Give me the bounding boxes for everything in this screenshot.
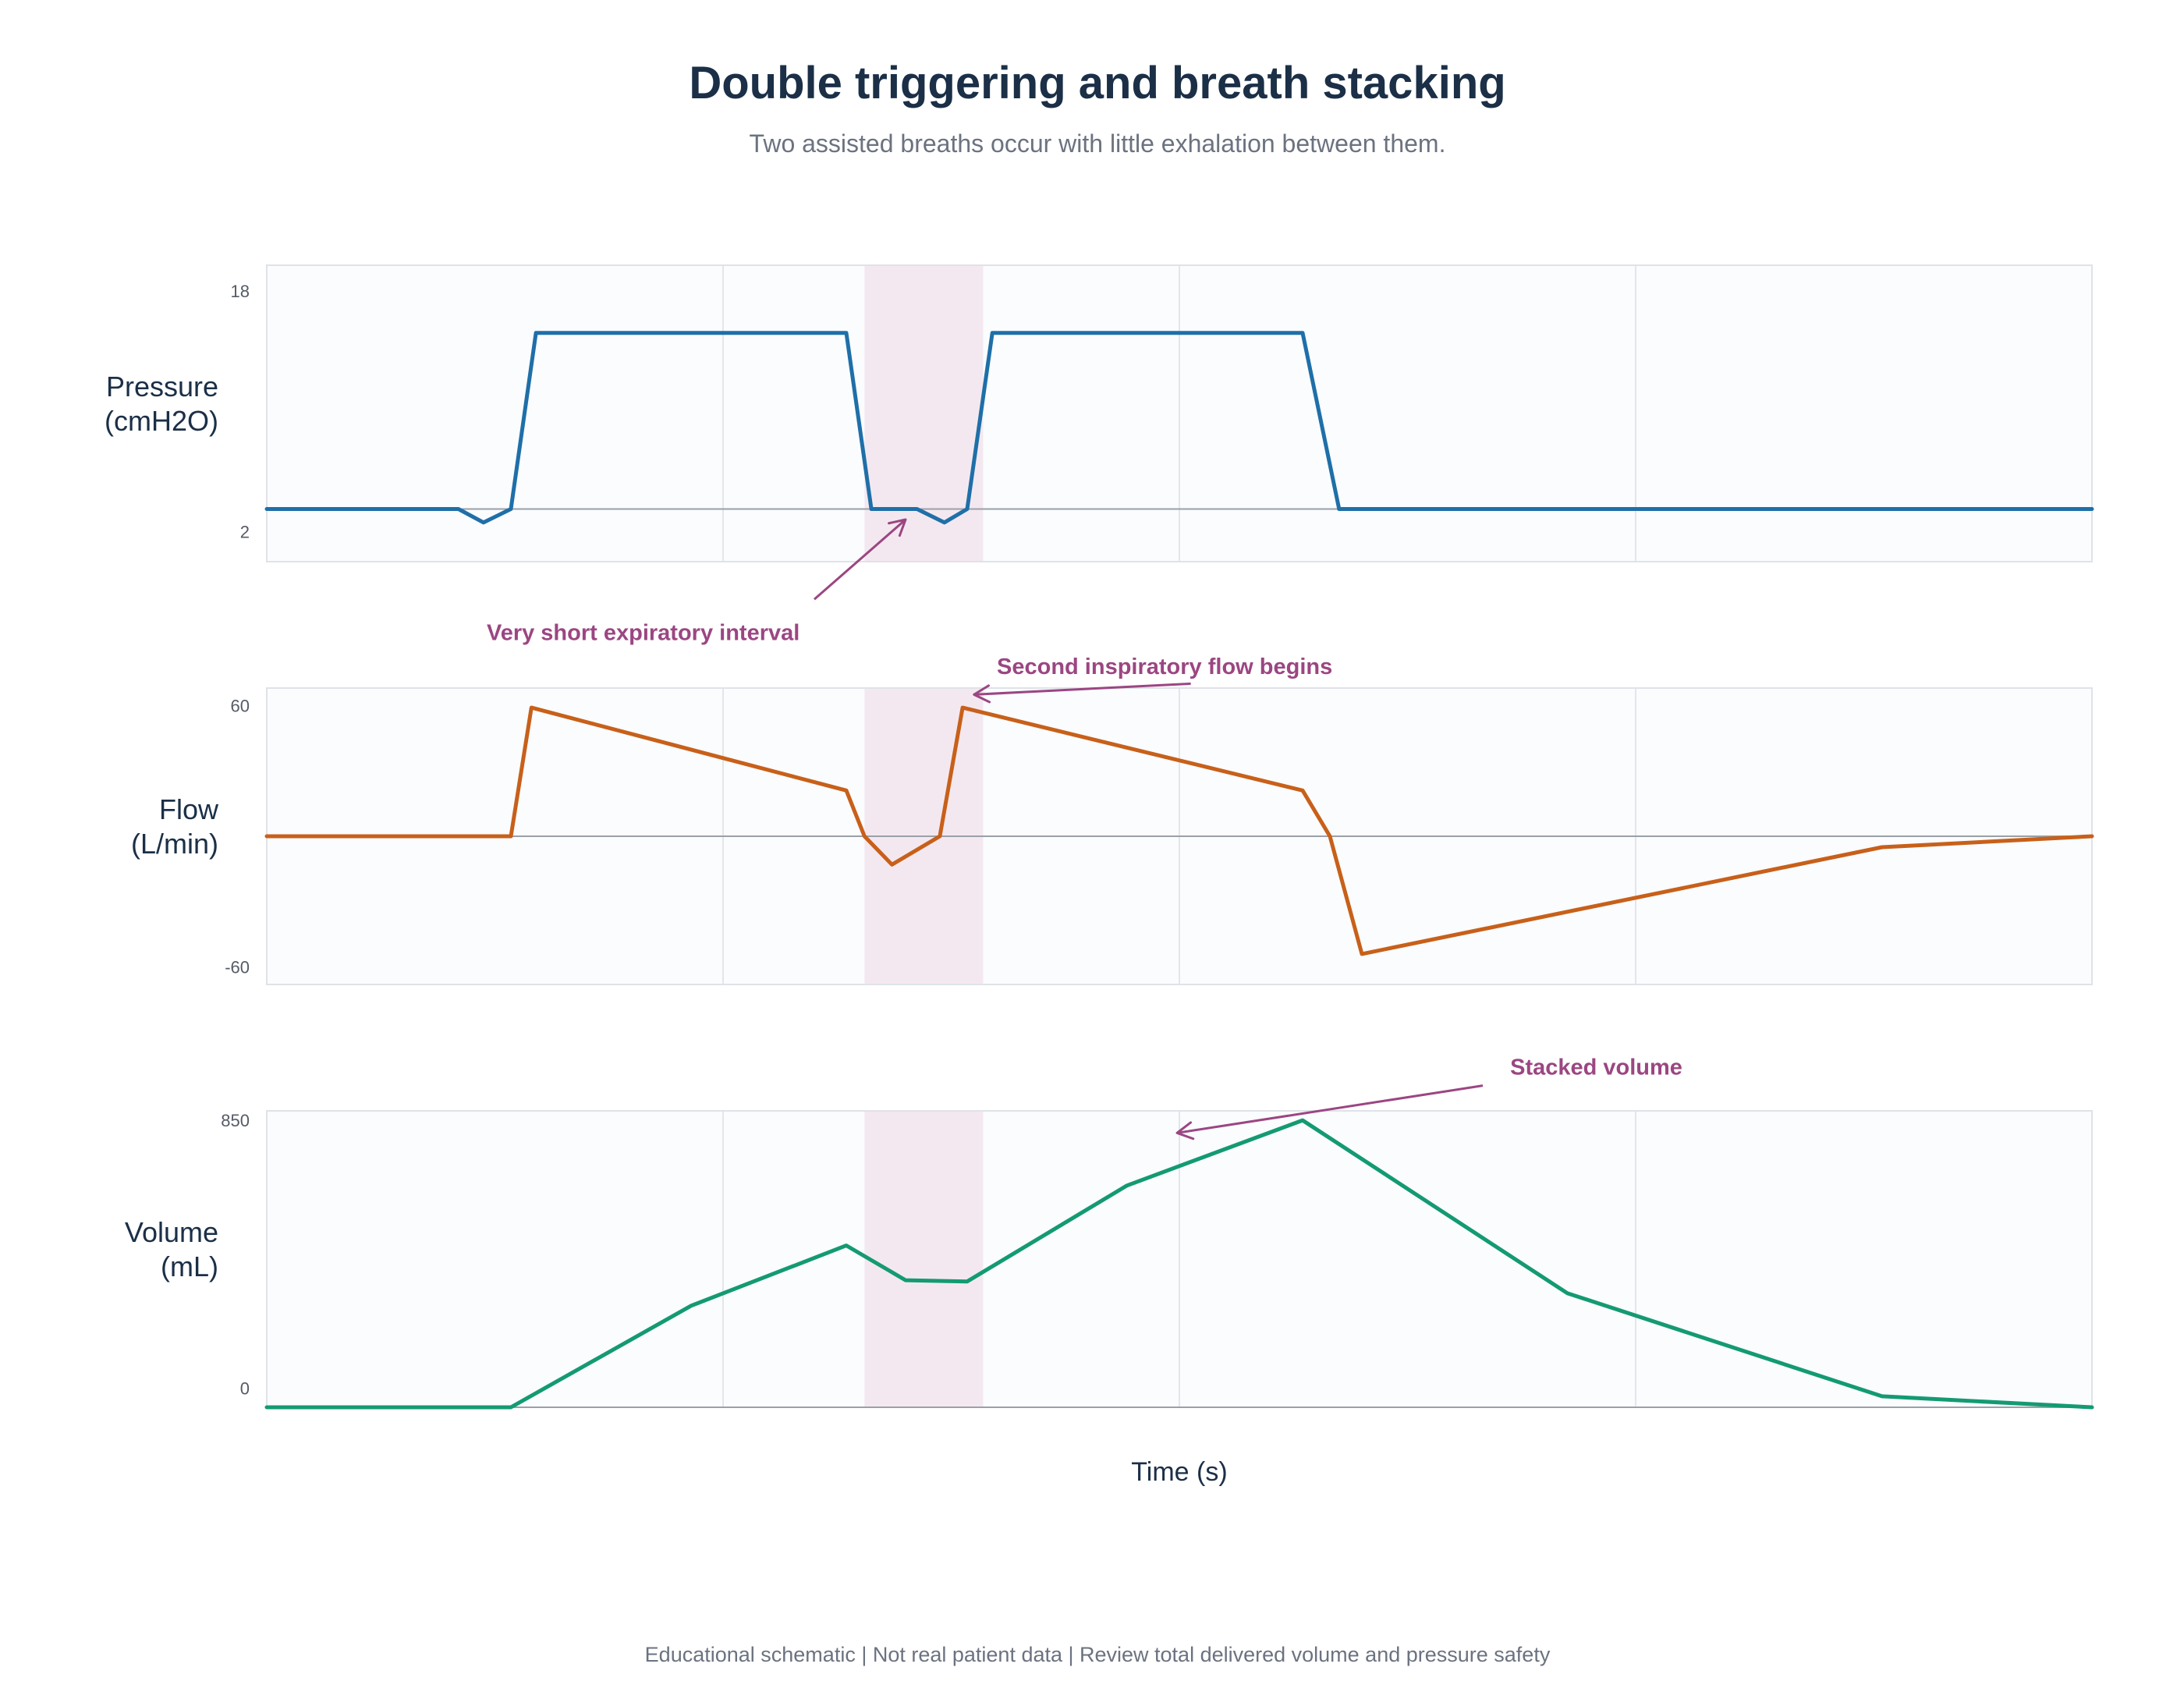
annotation-arrow — [973, 682, 1191, 696]
pressure-y-axis-label: Pressure (cmH2O) — [105, 371, 218, 437]
annotation-label: Very short expiratory interval — [487, 621, 800, 646]
volume-series-line — [264, 1118, 2094, 1410]
pressure-highlight-band — [864, 265, 984, 562]
chart-title: Double triggering and breath stacking — [689, 58, 1505, 108]
annotation-arrow — [814, 518, 906, 601]
annotation-label: Second inspiratory flow begins — [997, 654, 1332, 679]
annotation-label: Stacked volume — [1510, 1055, 1682, 1080]
flow-y-axis-label: Flow (L/min) — [131, 793, 219, 860]
annotation-2: Second inspiratory flow begins — [973, 654, 1332, 704]
flow-y-tick-label: -60 — [225, 958, 250, 977]
annotation-arrow — [1176, 1084, 1484, 1134]
annotation-arrowhead — [1175, 1121, 1195, 1140]
pressure-panel-border — [266, 264, 2093, 562]
volume-highlight-band — [864, 1111, 984, 1407]
annotation-arrowhead — [888, 518, 907, 537]
chart-subtitle: Two assisted breaths occur with little e… — [750, 129, 1446, 158]
annotation-arrowhead — [973, 684, 991, 704]
pressure-y-tick-label: 18 — [231, 282, 250, 301]
volume-panel: 0 850 Volume (mL) — [125, 1110, 2094, 1410]
pressure-panel: 2 18 Pressure (cmH2O) — [105, 264, 2094, 562]
volume-y-axis-label: Volume (mL) — [125, 1216, 218, 1282]
chart-annotations: Very short expiratory interval Second ins… — [487, 518, 1682, 1140]
chart-panels: 2 18 Pressure (cmH2O) -60 60 Flow (L/min) 0 850 Vo… — [105, 264, 2094, 1410]
flow-y-tick-label: 60 — [231, 696, 250, 715]
annotation-3: Stacked volume — [1175, 1055, 1682, 1140]
pressure-series-line — [264, 331, 2094, 525]
volume-y-tick-label: 0 — [240, 1379, 250, 1399]
pressure-y-tick-label: 2 — [240, 522, 250, 541]
x-axis-label: Time (s) — [1131, 1457, 1227, 1487]
chart-footer: Educational schematic | Not real patient… — [645, 1643, 1551, 1666]
volume-y-tick-label: 850 — [221, 1111, 250, 1130]
flow-panel: -60 60 Flow (L/min) — [131, 687, 2094, 985]
annotation-1: Very short expiratory interval — [487, 518, 907, 646]
flow-series-line — [264, 705, 2094, 956]
